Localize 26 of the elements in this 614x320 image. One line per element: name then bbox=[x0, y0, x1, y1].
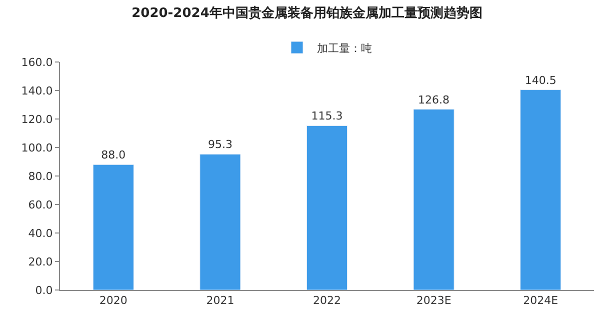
bar bbox=[92, 164, 134, 290]
data-label: 140.5 bbox=[524, 74, 556, 87]
data-label: 115.3 bbox=[311, 110, 343, 123]
y-tick-label: 100.0 bbox=[21, 141, 53, 154]
chart-title: 2020-2024年中国贵金属装备用铂族金属加工量预测趋势图 bbox=[132, 5, 482, 22]
legend-label: 加工量：吨 bbox=[317, 42, 372, 55]
x-tick-label: 2022 bbox=[313, 294, 341, 308]
data-label: 95.3 bbox=[208, 138, 232, 152]
y-tick-label: 140.0 bbox=[21, 84, 53, 98]
bar bbox=[200, 154, 241, 290]
bar bbox=[413, 109, 454, 290]
y-tick-label: 120.0 bbox=[21, 112, 53, 126]
y-tick-label: 0.0 bbox=[35, 284, 53, 297]
y-tick-label: 20.0 bbox=[28, 255, 53, 268]
y-tick-label: 160.0 bbox=[21, 56, 53, 69]
x-tick-label: 2023E bbox=[416, 294, 452, 308]
x-tick-label: 2024E bbox=[523, 294, 558, 308]
bar bbox=[520, 90, 562, 290]
x-tick-label: 2020 bbox=[99, 294, 128, 308]
bar bbox=[306, 125, 348, 290]
y-tick-label: 40.0 bbox=[28, 226, 53, 240]
y-tick-label: 60.0 bbox=[28, 198, 53, 212]
data-label: 126.8 bbox=[418, 93, 450, 106]
data-label: 88.0 bbox=[101, 148, 126, 162]
x-tick-label: 2021 bbox=[206, 294, 234, 308]
y-tick-label: 80.0 bbox=[28, 170, 53, 183]
